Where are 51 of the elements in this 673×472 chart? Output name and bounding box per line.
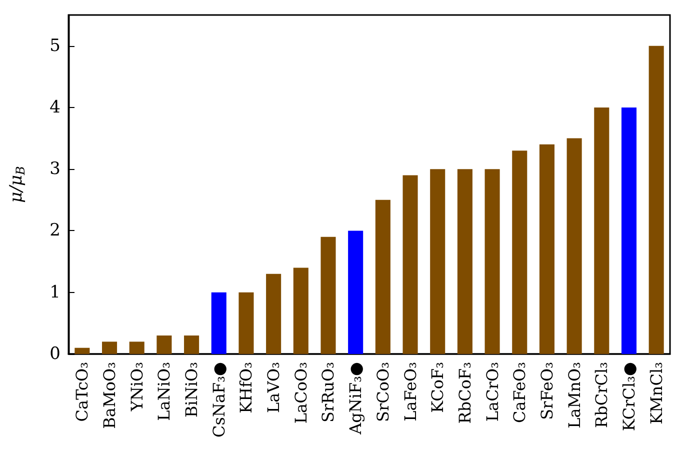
x-tick-label: CaTcO₃ bbox=[72, 362, 92, 422]
y-tick-label: 3 bbox=[50, 159, 60, 180]
x-tick-label: KCrCl₃● bbox=[619, 362, 638, 432]
bar bbox=[320, 236, 336, 354]
x-tick-label: BaMoO₃ bbox=[100, 362, 120, 429]
y-tick-label: 1 bbox=[50, 282, 60, 302]
x-tick-label: SrFeO₃ bbox=[537, 362, 556, 420]
y-tick-label: 4 bbox=[50, 97, 60, 118]
x-tick-label: RbCoF₃ bbox=[455, 362, 474, 424]
bar bbox=[566, 138, 582, 354]
x-tick-label: SrCoO₃ bbox=[373, 362, 392, 422]
bar bbox=[184, 336, 200, 354]
bar bbox=[375, 200, 390, 354]
x-tick-label: LaCoO₃ bbox=[291, 362, 310, 424]
bar bbox=[512, 150, 528, 354]
x-tick-label: CsNaF₃● bbox=[209, 362, 228, 438]
bar bbox=[293, 268, 308, 354]
x-tick-label: CaFeO₃ bbox=[510, 362, 530, 424]
y-tick-label: 5 bbox=[50, 36, 60, 56]
x-tick-label: KCoF₃ bbox=[428, 362, 448, 413]
x-tick-label: LaMnO₃ bbox=[564, 362, 584, 428]
bar bbox=[594, 107, 610, 354]
x-tick-label: BiNiO₃ bbox=[182, 362, 202, 418]
bar bbox=[457, 169, 472, 354]
x-tick-label: SrRuO₃ bbox=[318, 362, 338, 422]
bar bbox=[648, 46, 664, 354]
bar bbox=[211, 292, 226, 354]
bar bbox=[129, 342, 144, 354]
bar bbox=[621, 107, 637, 354]
x-tick-label: AgNiF₃● bbox=[346, 362, 366, 436]
y-axis-title: μ/μB bbox=[6, 166, 28, 203]
y-tick-label: 2 bbox=[50, 220, 60, 241]
bar bbox=[156, 336, 172, 354]
bar bbox=[74, 348, 90, 354]
x-tick-label: LaCrO₃ bbox=[482, 362, 502, 422]
bar bbox=[484, 169, 500, 354]
bar bbox=[402, 175, 418, 354]
x-tick-label: LaNiO₃ bbox=[154, 362, 174, 421]
x-tick-label: KMnCl₃ bbox=[646, 362, 666, 424]
bar bbox=[539, 144, 554, 354]
x-tick-label: LaVO₃ bbox=[264, 362, 284, 413]
x-tick-label: RbCrCl₃ bbox=[592, 362, 612, 428]
bar bbox=[102, 342, 118, 354]
bar bbox=[430, 169, 446, 354]
x-tick-label: LaFeO₃ bbox=[400, 362, 420, 422]
x-tick-label: YNiO₃ bbox=[127, 362, 146, 412]
bar bbox=[266, 274, 282, 354]
bar bbox=[348, 230, 364, 354]
x-tick-label: KHfO₃ bbox=[236, 362, 256, 414]
bar bbox=[238, 292, 254, 354]
y-tick-label: 0 bbox=[50, 344, 60, 364]
